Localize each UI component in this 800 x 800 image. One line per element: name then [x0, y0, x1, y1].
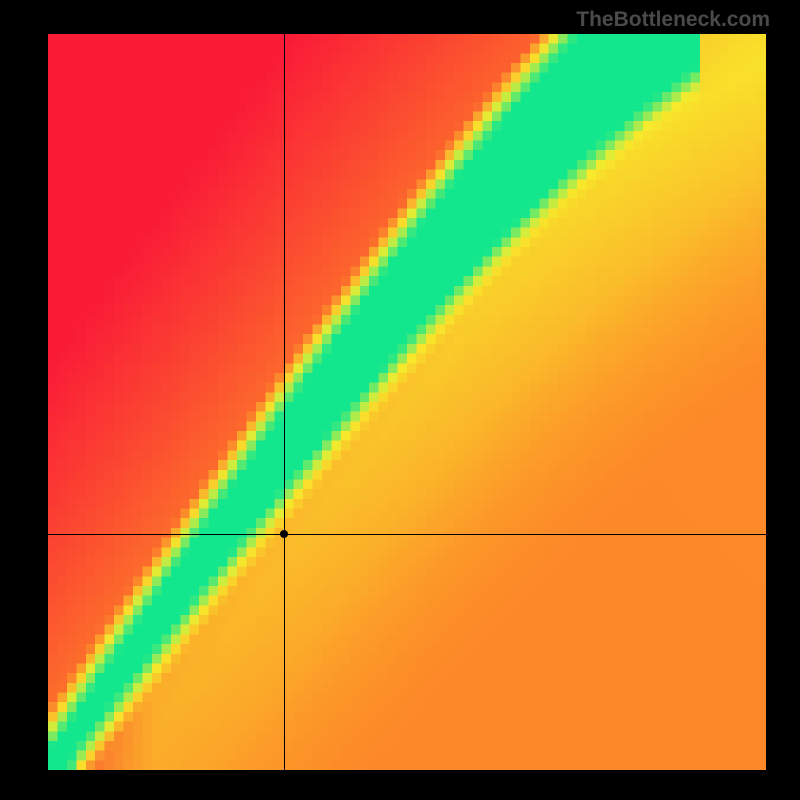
crosshair-marker-dot — [280, 530, 288, 538]
crosshair-horizontal — [48, 534, 766, 535]
watermark-text: TheBottleneck.com — [576, 8, 770, 32]
crosshair-vertical — [284, 34, 285, 770]
bottleneck-heatmap — [48, 34, 766, 770]
